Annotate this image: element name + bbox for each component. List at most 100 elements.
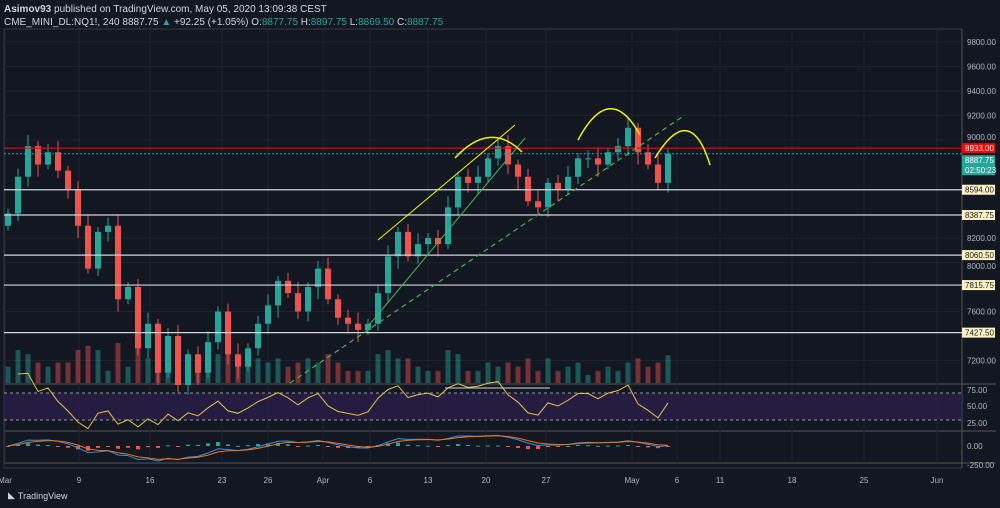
level-label-bg <box>962 184 995 195</box>
time-tick: 20 <box>482 476 491 485</box>
candle-body <box>245 348 251 367</box>
macd-histogram-bar <box>106 446 110 447</box>
volume-bar <box>615 370 621 383</box>
time-tick: 11 <box>716 476 725 485</box>
candle-body <box>625 127 631 147</box>
open-value: 8877.75 <box>261 17 299 28</box>
rsi-line <box>17 372 669 430</box>
macd-histogram-bar <box>456 444 460 446</box>
volume-bar <box>145 358 151 383</box>
volume-bar <box>175 343 181 383</box>
candle-body <box>115 225 121 300</box>
volume-bar <box>5 366 11 383</box>
candle-body <box>155 323 161 373</box>
o-label: O: <box>251 17 262 28</box>
candle-body <box>565 176 571 189</box>
volume-bar <box>205 354 211 383</box>
time-tick: Apr <box>317 476 330 485</box>
volume-bar <box>635 358 641 383</box>
candle-body <box>645 152 651 165</box>
candle-body <box>195 354 201 373</box>
price-tick: 7600.00 <box>967 308 996 317</box>
up-arrow-icon: ▲ <box>161 17 172 28</box>
candle-body <box>595 158 601 165</box>
volume-bar <box>255 358 261 383</box>
candle-body <box>485 158 491 177</box>
volume-bar <box>465 370 471 383</box>
volume-bar <box>65 362 71 383</box>
time-tick: 16 <box>146 476 155 485</box>
volume-bar <box>355 370 361 383</box>
macd-histogram-bar <box>466 444 470 446</box>
volume-bar <box>475 370 481 383</box>
candle-body <box>285 280 291 294</box>
candle-body <box>45 152 51 165</box>
macd-histogram-bar <box>56 446 60 447</box>
candle-body <box>335 299 341 318</box>
candle-body <box>125 287 131 300</box>
candle-body <box>235 354 241 367</box>
macd-histogram-bar <box>266 443 270 446</box>
time-tick: 26 <box>264 476 273 485</box>
publisher[interactable]: Asimov93 <box>4 4 52 15</box>
symbol[interactable]: CME_MINI_DL:NQ1!, 240 <box>4 17 120 28</box>
macd-histogram-bar <box>606 445 610 447</box>
volume-bar <box>315 362 321 383</box>
candle-body <box>35 146 41 165</box>
level-label: 8933.00 <box>965 144 994 153</box>
volume-bar <box>415 366 421 383</box>
candle-body <box>55 152 61 171</box>
price-tick: 9800.00 <box>967 38 996 47</box>
candle-body <box>275 280 281 306</box>
candle-body <box>435 238 441 245</box>
candle-body <box>515 164 521 177</box>
time-tick: Jun <box>931 476 944 485</box>
volume-bar <box>25 354 31 383</box>
candle-body <box>375 293 381 324</box>
macd-histogram-bar <box>186 444 190 446</box>
time-tick: 27 <box>542 476 551 485</box>
change: +92.25 (+1.05%) <box>174 17 249 28</box>
level-label-bg <box>962 280 995 291</box>
volume-bar <box>375 354 381 383</box>
candle-body <box>555 182 561 189</box>
macd-histogram-bar <box>426 445 430 447</box>
candle-body <box>85 225 91 269</box>
rsi-tick: 75.00 <box>967 386 988 395</box>
volume-bar <box>185 354 191 383</box>
volume-bar <box>455 354 461 383</box>
candle-body <box>665 153 671 183</box>
candle-body <box>165 336 171 373</box>
price-tick: 8000.00 <box>967 262 996 271</box>
volume-bar <box>425 370 431 383</box>
volume-bar <box>535 370 541 383</box>
macd-histogram-bar <box>216 441 220 446</box>
dashed-trendline <box>289 114 686 384</box>
volume-bar <box>235 366 241 383</box>
macd-histogram-bar <box>486 445 490 447</box>
volume-bar <box>45 366 51 383</box>
l-label: L: <box>349 17 359 28</box>
last-price-label: 8887.75 <box>965 156 994 165</box>
macd-histogram-bar <box>206 443 210 446</box>
level-label: 7815.75 <box>965 281 994 290</box>
macd-histogram-bar <box>436 446 440 447</box>
level-label: 8387.75 <box>965 211 994 220</box>
macd-histogram-bar <box>136 446 140 450</box>
logo-icon: ◣ <box>8 490 15 500</box>
countdown-label: 02:50:23 <box>965 166 997 175</box>
candle-body <box>215 311 221 343</box>
candle-body <box>445 207 451 245</box>
published-text: published on TradingView.com, May 05, 20… <box>54 4 327 15</box>
macd-histogram-bar <box>156 446 160 448</box>
candle-body <box>105 225 111 232</box>
macd-histogram-bar <box>586 445 590 447</box>
candle-body <box>295 293 301 312</box>
macd-histogram-bar <box>46 445 50 447</box>
macd-histogram-bar <box>536 446 540 450</box>
volume-bar <box>325 354 331 383</box>
right-shoulder-arc <box>654 129 711 166</box>
macd-histogram-bar <box>636 446 640 447</box>
macd-histogram-bar <box>546 446 550 448</box>
